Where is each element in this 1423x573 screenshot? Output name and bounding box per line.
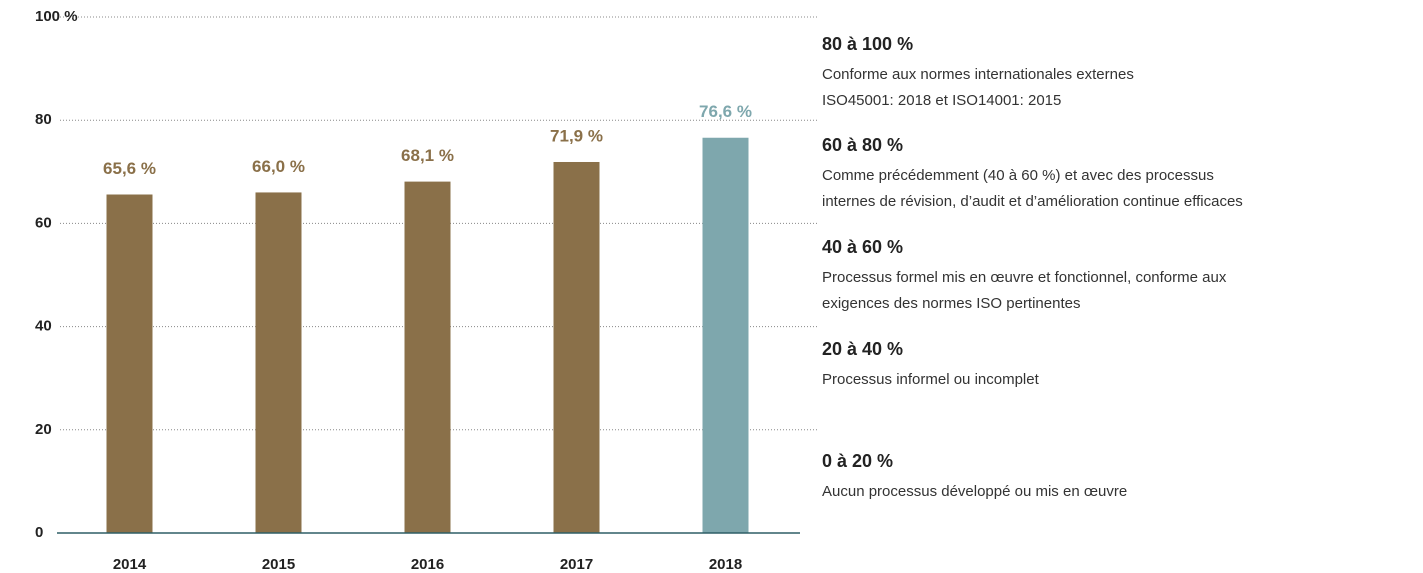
value-label: 68,1 %: [401, 146, 454, 165]
band-description: Conforme aux normes internationales exte…: [822, 66, 1134, 83]
band-heading: 20 à 40 %: [822, 339, 903, 359]
y-tick-label: 40: [35, 318, 52, 335]
x-tick-label: 2016: [411, 556, 444, 573]
x-tick-label: 2018: [709, 556, 742, 573]
bar: [702, 137, 749, 533]
y-tick-label: 20: [35, 421, 52, 438]
band-description: Aucun processus développé ou mis en œuvr…: [822, 483, 1127, 500]
y-tick-label: 100 %: [35, 8, 78, 25]
y-tick-label: 0: [35, 524, 43, 541]
x-tick-label: 2017: [560, 556, 593, 573]
band-heading: 80 à 100 %: [822, 34, 913, 54]
value-label: 76,6 %: [699, 102, 752, 121]
band-heading: 60 à 80 %: [822, 135, 903, 155]
band-description: internes de révision, d’audit et d’améli…: [822, 193, 1243, 210]
band-heading: 0 à 20 %: [822, 451, 893, 471]
bar: [255, 192, 302, 533]
band-heading: 40 à 60 %: [822, 237, 903, 257]
y-tick-label: 80: [35, 111, 52, 128]
bar: [553, 161, 600, 533]
bar: [106, 194, 153, 533]
band-description: ISO45001: 2018 et ISO14001: 2015: [822, 92, 1061, 109]
x-tick-label: 2015: [262, 556, 295, 573]
band-description: exigences des normes ISO pertinentes: [822, 295, 1080, 312]
band-description: Processus formel mis en œuvre et fonctio…: [822, 269, 1227, 286]
value-label: 65,6 %: [103, 159, 156, 178]
bar: [404, 181, 451, 533]
y-tick-label: 60: [35, 214, 52, 231]
value-label: 71,9 %: [550, 126, 603, 145]
value-label: 66,0 %: [252, 157, 305, 176]
x-tick-label: 2014: [113, 556, 147, 573]
band-description: Processus informel ou incomplet: [822, 371, 1040, 388]
band-description: Comme précédemment (40 à 60 %) et avec d…: [822, 167, 1214, 184]
